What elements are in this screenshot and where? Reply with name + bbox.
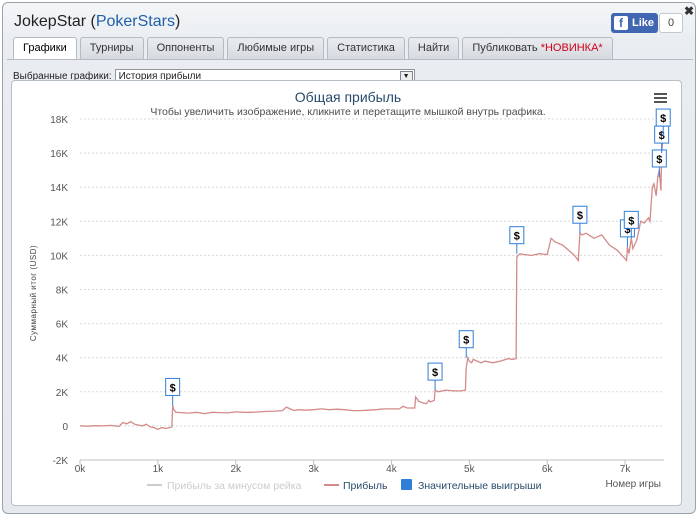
flag-label: $ — [463, 335, 469, 347]
site-name[interactable]: PokerStars — [95, 13, 175, 30]
chart-title: Общая прибыль — [295, 89, 401, 105]
flag-box — [572, 205, 588, 224]
chart-menu-icon[interactable] — [652, 91, 668, 107]
series-line-profit — [79, 122, 665, 431]
big-win-flag[interactable]: $ — [458, 330, 474, 358]
y-tick-label: 16K — [50, 149, 68, 160]
legend-item-big-wins[interactable]: Значительные выигрыши — [418, 480, 542, 492]
like-label: Like — [632, 17, 655, 29]
title-bar: JokepStar (PokerStars) f Like 0 ✖ — [3, 3, 695, 39]
chart-selector-label: Выбранные графики: — [13, 70, 112, 82]
flag-label: $ — [624, 224, 630, 236]
big-win-flag[interactable]: $ — [655, 108, 671, 137]
big-win-flags: $$$$$$$$$$ — [165, 108, 671, 406]
tab-bar: Графики Турниры Оппоненты Любимые игры С… — [13, 37, 616, 60]
chart-panel: Общая прибыль Чтобы увеличить изображени… — [11, 80, 682, 506]
flag-box — [509, 226, 525, 245]
chart-selector-row: Выбранные графики: История прибыли ▼ — [13, 68, 415, 84]
y-tick-label: -2K — [52, 456, 68, 467]
flag-label: $ — [577, 210, 583, 222]
tab-tournaments[interactable]: Турниры — [79, 37, 144, 59]
flag-label: $ — [656, 154, 662, 166]
window-title: JokepStar (PokerStars) — [14, 13, 181, 30]
y-axis-label: Суммарный итог (USD) — [29, 245, 38, 341]
big-win-flag[interactable]: $ — [165, 377, 181, 406]
x-tick-label: 4k — [386, 464, 398, 475]
x-tick-label: 5k — [464, 464, 476, 475]
big-win-flag[interactable]: $ — [651, 149, 667, 177]
x-tick-label: 7k — [620, 464, 632, 475]
x-tick-label: 6k — [542, 464, 554, 475]
flag-box — [427, 362, 443, 381]
close-icon[interactable]: ✖ — [683, 4, 695, 18]
x-tick-label: 3k — [308, 464, 320, 475]
y-tick-label: 10K — [50, 251, 68, 262]
flag-box — [165, 377, 181, 396]
big-win-flag[interactable]: $ — [623, 210, 639, 239]
y-tick-label: 18K — [50, 115, 68, 126]
grid-lines — [80, 118, 664, 461]
flag-box — [458, 330, 474, 349]
big-win-flag[interactable]: $ — [427, 362, 443, 391]
y-tick-label: 0 — [62, 422, 68, 433]
tab-publish-label: Публиковать — [472, 42, 538, 54]
flag-box — [651, 149, 667, 168]
flag-label: $ — [432, 367, 438, 379]
y-tick-label: 14K — [50, 183, 68, 194]
legend-item-profit[interactable]: Прибыль — [343, 480, 388, 492]
flag-label: $ — [660, 113, 666, 125]
y-tick-label: 4K — [56, 354, 69, 365]
facebook-icon: f — [614, 16, 628, 30]
y-tick-label: 2K — [56, 388, 69, 399]
flag-label: $ — [170, 382, 176, 394]
y-tick-label: 12K — [50, 217, 68, 228]
new-badge: *НОВИНКА* — [540, 42, 603, 54]
tab-publish[interactable]: Публиковать *НОВИНКА* — [462, 37, 613, 59]
tab-opponents[interactable]: Оппоненты — [146, 37, 225, 59]
flag-box — [655, 108, 671, 127]
big-win-flag[interactable]: $ — [509, 226, 525, 254]
y-tick-label: 6K — [56, 320, 69, 331]
tab-favorite-games[interactable]: Любимые игры — [227, 37, 325, 59]
player-name: JokepStar — [14, 13, 87, 30]
flag-label: $ — [659, 130, 665, 142]
legend-square-big-wins — [401, 479, 412, 490]
flag-label: $ — [514, 231, 520, 243]
profit-chart[interactable]: Общая прибыль Чтобы увеличить изображени… — [12, 81, 683, 507]
tab-search[interactable]: Найти — [407, 37, 460, 59]
tabs-divider — [7, 59, 693, 60]
flag-box — [623, 210, 639, 229]
tab-charts[interactable]: Графики — [13, 37, 77, 60]
tab-statistics[interactable]: Статистика — [327, 37, 405, 59]
x-axis-ticks: 0k 1k 2k 3k 4k 5k 6k 7k — [75, 459, 664, 475]
y-tick-label: 8K — [56, 286, 69, 297]
like-count: 0 — [659, 13, 683, 33]
flag-label: $ — [628, 215, 634, 227]
x-tick-label: 0k — [75, 464, 87, 475]
chart-subtitle: Чтобы увеличить изображение, кликните и … — [150, 106, 545, 118]
legend-item-net-profit[interactable]: Прибыль за минусом рейка — [167, 480, 302, 492]
big-win-flag[interactable]: $ — [572, 205, 588, 234]
y-axis-ticks: -2K 0 2K 4K 6K 8K 10K 12K 14K 16K 18K — [50, 115, 68, 467]
chart-legend: Прибыль за минусом рейка Прибыль Значите… — [147, 479, 542, 492]
chart-selector-value: История прибыли — [118, 70, 202, 82]
big-win-flag[interactable]: $ — [654, 125, 670, 154]
x-tick-label: 2k — [230, 464, 242, 475]
x-tick-label: 1k — [153, 464, 165, 475]
facebook-like-button[interactable]: f Like — [611, 13, 658, 33]
x-axis-label: Номер игры — [605, 479, 661, 490]
